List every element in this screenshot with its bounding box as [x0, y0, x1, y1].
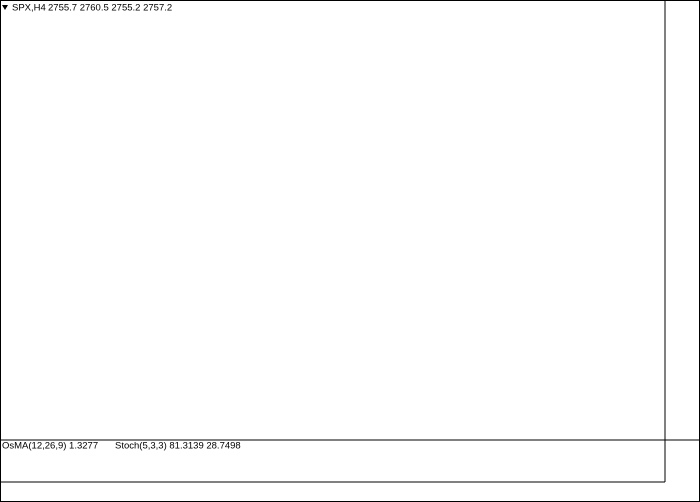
symbol-icon [2, 5, 8, 10]
symbol-title: SPX,H4 [12, 3, 46, 14]
ohlc-values: 2755.7 2760.5 2755.2 2757.2 [48, 3, 172, 14]
axis-layer [0, 0, 700, 483]
osma-label: OsMA(12,26,9) 1.3277 [2, 441, 98, 452]
stoch-label: Stoch(5,3,3) 81.3139 28.7498 [115, 441, 241, 452]
